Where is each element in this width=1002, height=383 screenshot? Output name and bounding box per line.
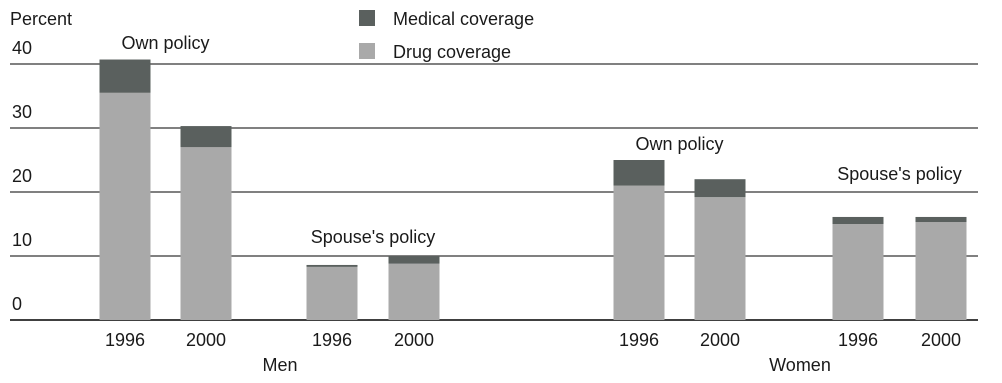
x-tick-label: 1996: [312, 330, 352, 350]
x-tick-label: 1996: [838, 330, 878, 350]
legend-label-drug: Drug coverage: [393, 42, 511, 62]
x-tick-label: 2000: [394, 330, 434, 350]
subgroup-labels: Own policy Spouse's policy Own policy Spous…: [121, 33, 961, 247]
bar-drug-0: [99, 92, 151, 320]
subgroup-label: Spouse's policy: [311, 227, 436, 247]
bar-medical-2: [306, 264, 358, 267]
gridlines: [10, 63, 978, 321]
x-tick-label: 1996: [619, 330, 659, 350]
x-tick-labels: 1996 2000 1996 2000 1996 2000 1996 2000: [105, 330, 961, 350]
x-tick-label: 2000: [186, 330, 226, 350]
x-tick-label: 2000: [921, 330, 961, 350]
bar-drug-6: [832, 224, 884, 320]
subgroup-label: Own policy: [635, 134, 723, 154]
bar-medical-1: [180, 126, 232, 148]
group-labels: Men Women: [262, 355, 830, 375]
bar-medical-7: [915, 216, 967, 223]
y-tick-labels: 0 10 20 30 40: [12, 38, 32, 314]
legend-swatch-medical: [359, 10, 375, 26]
bar-medical-3: [388, 256, 440, 264]
legend: Medical coverage Drug coverage: [359, 9, 534, 62]
x-tick-label: 2000: [700, 330, 740, 350]
bar-drug-1: [180, 147, 232, 320]
y-tick-label: 20: [12, 166, 32, 186]
group-label: Men: [262, 355, 297, 375]
bar-medical-0: [99, 59, 151, 93]
y-tick-label: 0: [12, 294, 22, 314]
y-tick-label: 30: [12, 102, 32, 122]
group-label: Women: [769, 355, 831, 375]
bar-drug-5: [694, 197, 746, 320]
y-tick-label: 10: [12, 230, 32, 250]
y-axis-label: Percent: [10, 9, 72, 29]
x-tick-label: 1996: [105, 330, 145, 350]
y-tick-label: 40: [12, 38, 32, 58]
bar-medical-6: [832, 216, 884, 224]
subgroup-label: Own policy: [121, 33, 209, 53]
bar-drug-3: [388, 263, 440, 320]
bar-medical-4: [613, 160, 665, 186]
legend-label-medical: Medical coverage: [393, 9, 534, 29]
subgroup-label: Spouse's policy: [837, 164, 962, 184]
bar-drug-7: [915, 222, 967, 320]
bar-drug-4: [613, 185, 665, 320]
bar-drug-2: [306, 266, 358, 320]
bar-medical-5: [694, 179, 746, 198]
bars: [99, 59, 967, 320]
legend-swatch-drug: [359, 43, 375, 59]
